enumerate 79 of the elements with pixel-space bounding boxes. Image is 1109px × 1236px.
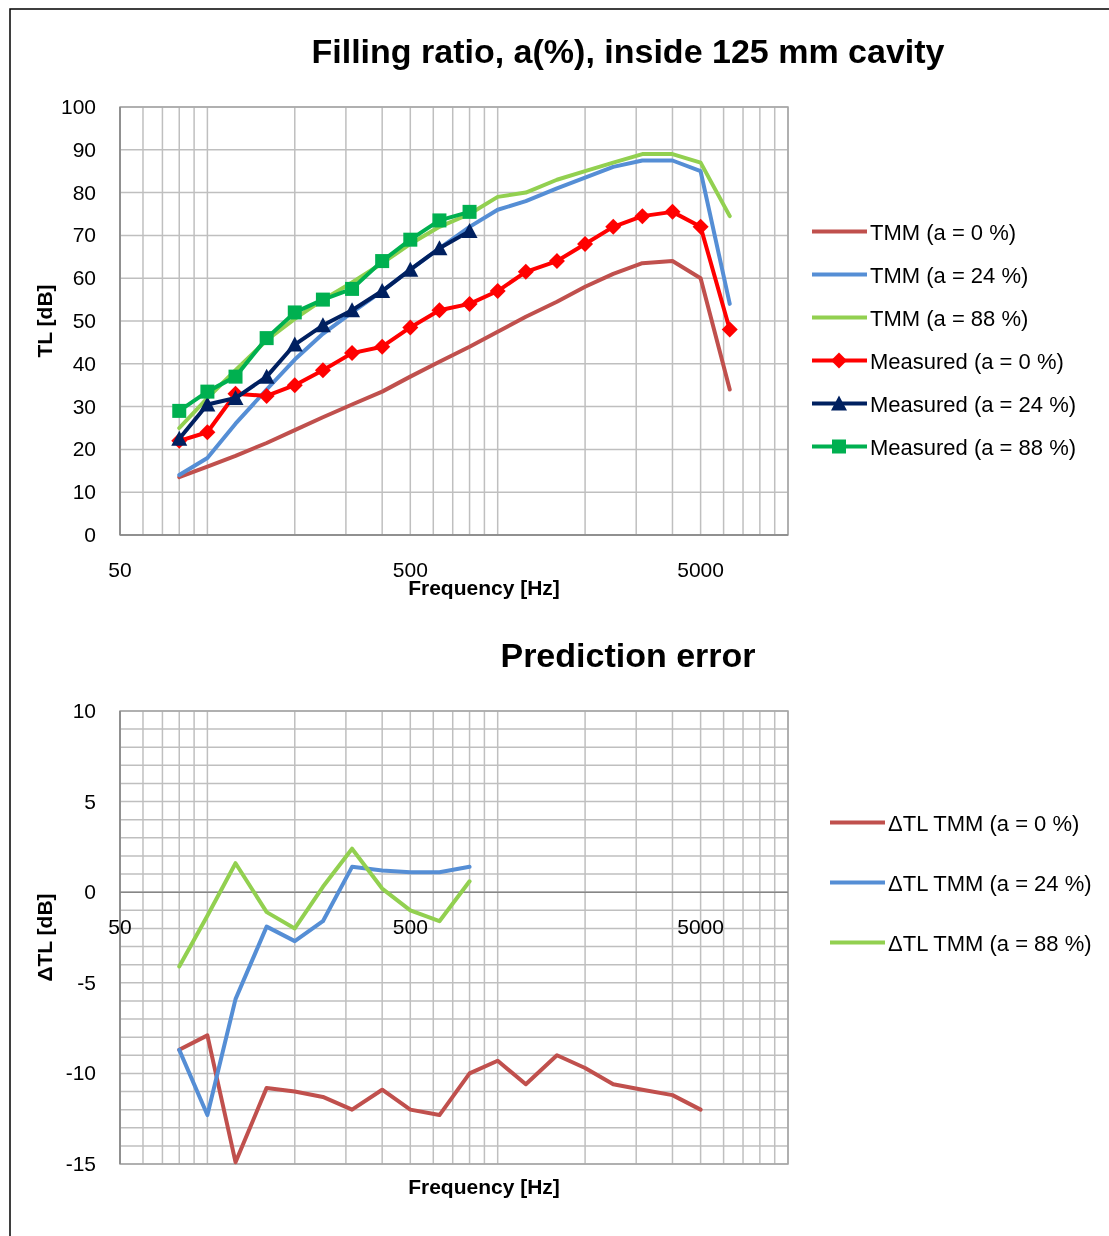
point <box>200 384 215 399</box>
line-series <box>177 846 472 969</box>
legend-label: Measured (a = 88 %) <box>870 434 1077 460</box>
point <box>517 263 534 280</box>
x-tick-label: 50 <box>108 558 132 581</box>
point <box>374 283 391 299</box>
y-tick-label: 90 <box>72 137 96 161</box>
chart-title: Filling ratio, a(%), inside 125 mm cavity <box>311 32 945 70</box>
y-tick-label: -10 <box>65 1061 96 1085</box>
y-tick-label: 80 <box>72 180 96 204</box>
point <box>402 319 419 336</box>
legend-label: ΔTL TMM (a = 24 %) <box>888 870 1092 896</box>
line-series <box>177 864 472 1118</box>
point <box>258 387 275 404</box>
y-tick-label: 10 <box>72 480 96 504</box>
y-tick-label: 20 <box>72 437 96 461</box>
y-axis-title: TL [dB] <box>33 284 56 358</box>
point <box>375 254 390 269</box>
point <box>374 338 391 355</box>
y-tick-label: -5 <box>77 970 96 994</box>
legend-label: TMM (a = 24 %) <box>870 262 1029 288</box>
x-axis-title: Frequency [Hz] <box>408 1175 560 1198</box>
y-tick-label: 10 <box>72 699 96 722</box>
point <box>461 295 478 312</box>
legend-label: TMM (a = 88 %) <box>870 305 1029 331</box>
point <box>431 240 448 256</box>
y-tick-label: 40 <box>72 351 96 375</box>
y-tick-label: -15 <box>65 1152 96 1175</box>
point <box>344 302 361 318</box>
point <box>287 305 302 320</box>
y-tick-label: 30 <box>72 394 96 418</box>
y-tick-label: 0 <box>84 880 96 904</box>
y-tick-label: 5 <box>84 789 96 813</box>
legend-label: Measured (a = 0 %) <box>870 348 1064 374</box>
y-tick-label: 70 <box>72 223 96 247</box>
line-series <box>177 1033 703 1165</box>
line-series <box>177 259 732 480</box>
legend-label: ΔTL TMM (a = 88 %) <box>888 930 1092 956</box>
point <box>345 281 360 296</box>
point <box>634 208 651 225</box>
point <box>314 317 331 333</box>
point <box>344 345 361 362</box>
y-tick-label: 0 <box>84 523 96 546</box>
point <box>664 203 681 220</box>
point <box>577 235 594 252</box>
x-tick-label: 5000 <box>677 558 724 581</box>
y-tick-label: 100 <box>60 95 96 118</box>
point <box>227 390 244 406</box>
point <box>228 369 243 384</box>
point <box>721 321 738 338</box>
point <box>548 253 565 270</box>
y-axis-title: ΔTL [dB] <box>33 893 56 982</box>
point <box>199 396 216 412</box>
point <box>286 336 303 352</box>
legend-label: TMM (a = 0 %) <box>870 219 1017 245</box>
point <box>314 362 331 379</box>
y-tick-label: 60 <box>72 266 96 290</box>
point <box>402 261 419 277</box>
point <box>462 204 477 219</box>
point <box>258 368 275 384</box>
point <box>315 292 330 307</box>
point <box>461 223 478 239</box>
x-tick-label: 50 <box>108 915 132 939</box>
point <box>259 331 274 346</box>
point <box>431 302 448 319</box>
point <box>432 213 447 228</box>
point <box>286 377 303 394</box>
y-tick-label: 50 <box>72 309 96 332</box>
x-tick-label: 5000 <box>677 915 724 939</box>
point <box>199 424 216 441</box>
point <box>692 218 709 235</box>
x-tick-label: 500 <box>392 915 428 939</box>
point <box>172 403 187 418</box>
point <box>489 283 506 300</box>
legend-label: ΔTL TMM (a = 0 %) <box>888 810 1080 836</box>
chart-title: Prediction error <box>500 636 756 674</box>
legend-label: Measured (a = 24 %) <box>870 391 1077 417</box>
point <box>403 232 418 247</box>
point <box>605 218 622 235</box>
